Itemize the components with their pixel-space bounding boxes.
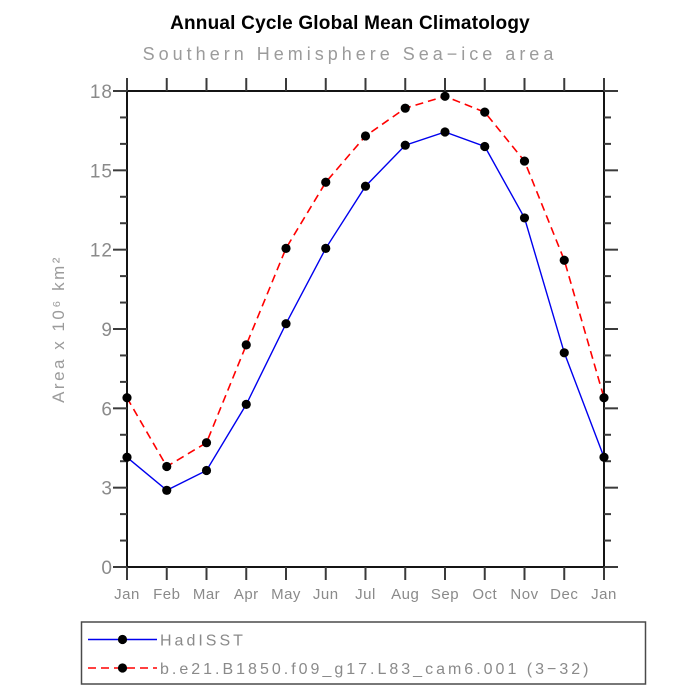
x-tick-label: Sep	[431, 586, 459, 603]
x-tick-label: Oct	[472, 586, 497, 603]
data-point-marker-series-0	[480, 141, 490, 152]
data-point-marker-series-1	[122, 393, 132, 403]
data-point-marker-series-1	[599, 393, 609, 403]
y-tick-label: 18	[90, 82, 113, 103]
data-point-marker-series-1	[440, 91, 450, 101]
x-tick-label: Dec	[550, 586, 578, 603]
x-tick-label: Apr	[234, 586, 259, 603]
data-point-marker-series-0	[281, 319, 291, 329]
data-point-marker-series-0	[162, 485, 172, 495]
legend-marker-series-1	[117, 663, 128, 673]
x-tick-label: Jan	[591, 586, 617, 603]
data-point-marker-series-0	[241, 399, 251, 409]
legend-marker-series-0	[117, 634, 128, 645]
y-tick-label: 6	[101, 399, 113, 420]
y-tick-label: 9	[101, 320, 113, 341]
data-point-marker-series-1	[241, 340, 251, 350]
data-point-marker-series-0	[122, 452, 132, 462]
x-tick-label: Nov	[510, 586, 538, 603]
data-point-marker-series-0	[400, 140, 410, 150]
y-tick-label: 15	[90, 161, 113, 182]
data-point-marker-series-1	[480, 107, 490, 117]
y-tick-label: 12	[90, 241, 113, 262]
plot-frame	[126, 90, 605, 568]
data-point-marker-series-1	[321, 177, 331, 187]
y-tick-label: 3	[101, 479, 113, 500]
data-point-marker-series-0	[360, 181, 371, 191]
data-point-marker-series-1	[519, 156, 530, 166]
legend-box	[80, 621, 647, 685]
data-point-marker-series-1	[201, 438, 212, 448]
data-point-marker-series-1	[162, 461, 172, 472]
legend-label-series-1: b.e21.B1850.f09_g17.L83_cam6.001 (3−32)	[160, 661, 591, 678]
chart-subtitle: Southern Hemisphere Sea−ice area	[142, 44, 558, 64]
x-tick-label: May	[271, 586, 301, 603]
y-tick-label: 0	[101, 558, 113, 579]
series-line-1	[126, 95, 605, 468]
data-point-marker-series-1	[559, 255, 569, 265]
data-point-marker-series-0	[519, 213, 530, 223]
data-point-marker-series-1	[400, 103, 410, 113]
data-point-marker-series-1	[360, 131, 371, 141]
x-tick-label: Jan	[114, 586, 140, 603]
data-point-marker-series-1	[281, 243, 291, 253]
legend-label-series-0: HadISST	[160, 633, 246, 650]
x-tick-label: Jul	[355, 586, 376, 603]
data-point-marker-series-0	[440, 127, 450, 137]
x-tick-label: Jun	[313, 586, 339, 603]
x-tick-label: Feb	[153, 586, 180, 603]
data-point-marker-series-0	[559, 348, 569, 358]
data-point-marker-series-0	[201, 465, 212, 476]
data-point-marker-series-0	[321, 243, 331, 253]
x-tick-label: Mar	[193, 586, 220, 603]
x-tick-label: Aug	[391, 586, 419, 603]
data-point-marker-series-0	[599, 452, 609, 462]
chart-title: Annual Cycle Global Mean Climatology	[170, 13, 530, 34]
